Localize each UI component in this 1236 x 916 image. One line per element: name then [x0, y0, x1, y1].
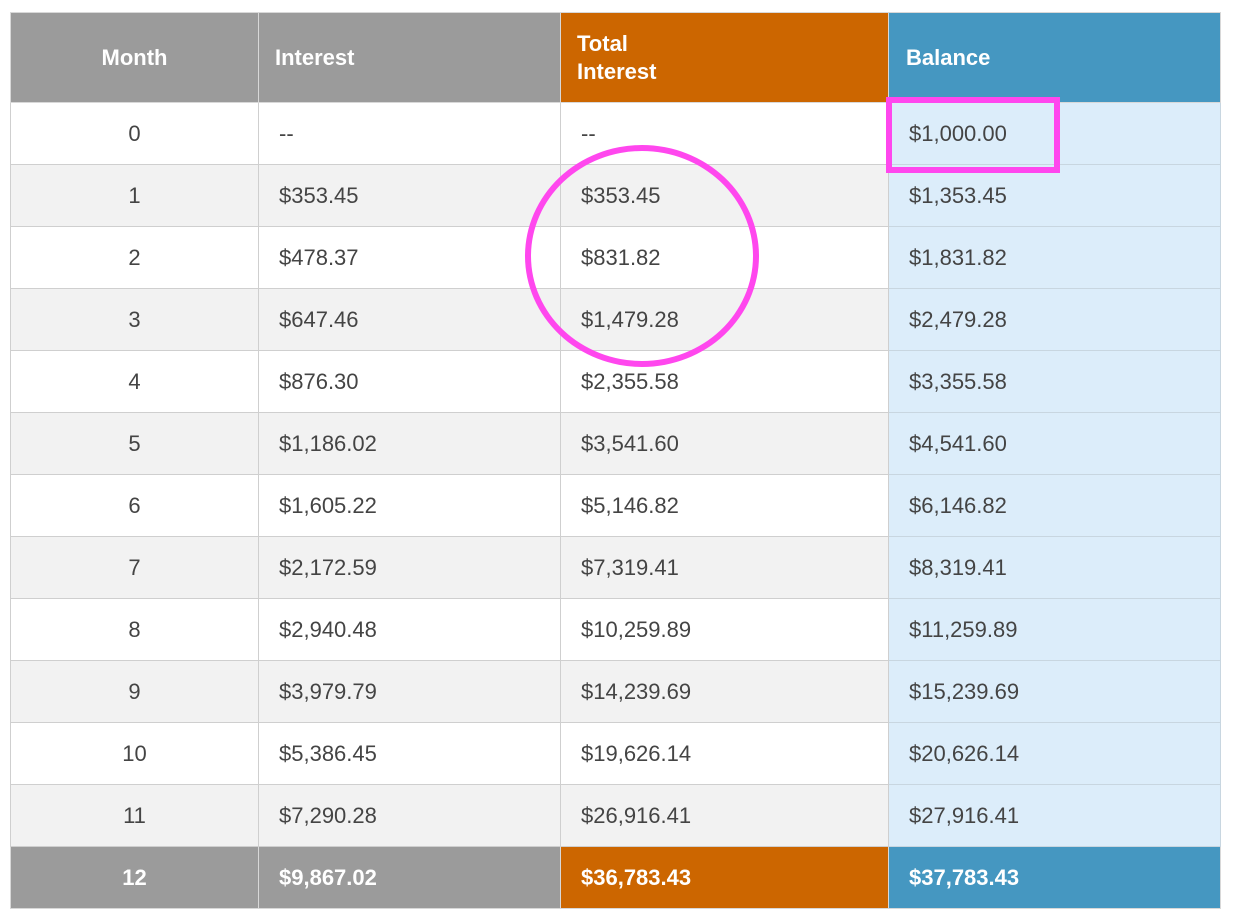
cell-balance: $27,916.41: [888, 784, 1221, 847]
cell-total-interest: $5,146.82: [560, 474, 889, 537]
cell-interest: $647.46: [258, 288, 561, 351]
cell-balance: $1,353.45: [888, 164, 1221, 227]
cell-interest: $353.45: [258, 164, 561, 227]
footer-month: 12: [10, 846, 259, 909]
table-row: 3 $647.46 $1,479.28 $2,479.28: [10, 288, 1221, 351]
table-row: 7 $2,172.59 $7,319.41 $8,319.41: [10, 536, 1221, 599]
cell-month: 6: [10, 474, 259, 537]
cell-balance: $4,541.60: [888, 412, 1221, 475]
cell-balance: $1,831.82: [888, 226, 1221, 289]
cell-total-interest: $26,916.41: [560, 784, 889, 847]
header-total-interest: Total Interest: [560, 12, 889, 103]
cell-interest: $1,186.02: [258, 412, 561, 475]
cell-interest: --: [258, 102, 561, 165]
cell-total-interest: $14,239.69: [560, 660, 889, 723]
cell-interest: $2,172.59: [258, 536, 561, 599]
cell-interest: $7,290.28: [258, 784, 561, 847]
table-row: 11 $7,290.28 $26,916.41 $27,916.41: [10, 784, 1221, 847]
table-row: 2 $478.37 $831.82 $1,831.82: [10, 226, 1221, 289]
cell-total-interest: $10,259.89: [560, 598, 889, 661]
cell-interest: $2,940.48: [258, 598, 561, 661]
cell-month: 1: [10, 164, 259, 227]
header-month: Month: [10, 12, 259, 103]
cell-total-interest: $2,355.58: [560, 350, 889, 413]
footer-interest: $9,867.02: [258, 846, 561, 909]
compound-interest-table: Month Interest Total Interest Balance 0-…: [10, 12, 1221, 909]
cell-total-interest: $831.82: [560, 226, 889, 289]
table-row: 5 $1,186.02 $3,541.60 $4,541.60: [10, 412, 1221, 475]
header-balance: Balance: [888, 12, 1221, 103]
cell-month: 2: [10, 226, 259, 289]
cell-balance: $6,146.82: [888, 474, 1221, 537]
cell-month: 5: [10, 412, 259, 475]
cell-balance: $8,319.41: [888, 536, 1221, 599]
footer-balance: $37,783.43: [888, 846, 1221, 909]
table-footer-row: 12 $9,867.02 $36,783.43 $37,783.43: [10, 846, 1221, 909]
cell-balance: $11,259.89: [888, 598, 1221, 661]
cell-total-interest: $19,626.14: [560, 722, 889, 785]
table-row: 4 $876.30 $2,355.58 $3,355.58: [10, 350, 1221, 413]
table-row: 10 $5,386.45 $19,626.14 $20,626.14: [10, 722, 1221, 785]
cell-month: 9: [10, 660, 259, 723]
table-row: 1 $353.45 $353.45 $1,353.45: [10, 164, 1221, 227]
cell-total-interest: --: [560, 102, 889, 165]
cell-balance: $2,479.28: [888, 288, 1221, 351]
cell-total-interest: $3,541.60: [560, 412, 889, 475]
cell-balance: $3,355.58: [888, 350, 1221, 413]
cell-interest: $3,979.79: [258, 660, 561, 723]
table-header-row: Month Interest Total Interest Balance: [10, 12, 1221, 103]
cell-month: 7: [10, 536, 259, 599]
cell-interest: $876.30: [258, 350, 561, 413]
table-row: 9 $3,979.79 $14,239.69 $15,239.69: [10, 660, 1221, 723]
header-interest: Interest: [258, 12, 561, 103]
cell-total-interest: $353.45: [560, 164, 889, 227]
cell-month: 3: [10, 288, 259, 351]
table-row: 0 -- -- $1,000.00: [10, 102, 1221, 165]
cell-month: 10: [10, 722, 259, 785]
cell-month: 11: [10, 784, 259, 847]
cell-balance: $1,000.00: [888, 102, 1221, 165]
table-body: 0 -- -- $1,000.00 1 $353.45 $353.45 $1,353.45 2 $…: [10, 102, 1221, 847]
table-row: 8 $2,940.48 $10,259.89 $11,259.89: [10, 598, 1221, 661]
compound-interest-table-container: Month Interest Total Interest Balance 0-…: [10, 12, 1221, 909]
cell-interest: $5,386.45: [258, 722, 561, 785]
cell-balance: $20,626.14: [888, 722, 1221, 785]
cell-total-interest: $1,479.28: [560, 288, 889, 351]
footer-total-interest: $36,783.43: [560, 846, 889, 909]
cell-month: 8: [10, 598, 259, 661]
table-row: 6 $1,605.22 $5,146.82 $6,146.82: [10, 474, 1221, 537]
cell-month: 4: [10, 350, 259, 413]
cell-total-interest: $7,319.41: [560, 536, 889, 599]
cell-balance: $15,239.69: [888, 660, 1221, 723]
cell-interest: $478.37: [258, 226, 561, 289]
cell-interest: $1,605.22: [258, 474, 561, 537]
cell-month: 0: [10, 102, 259, 165]
